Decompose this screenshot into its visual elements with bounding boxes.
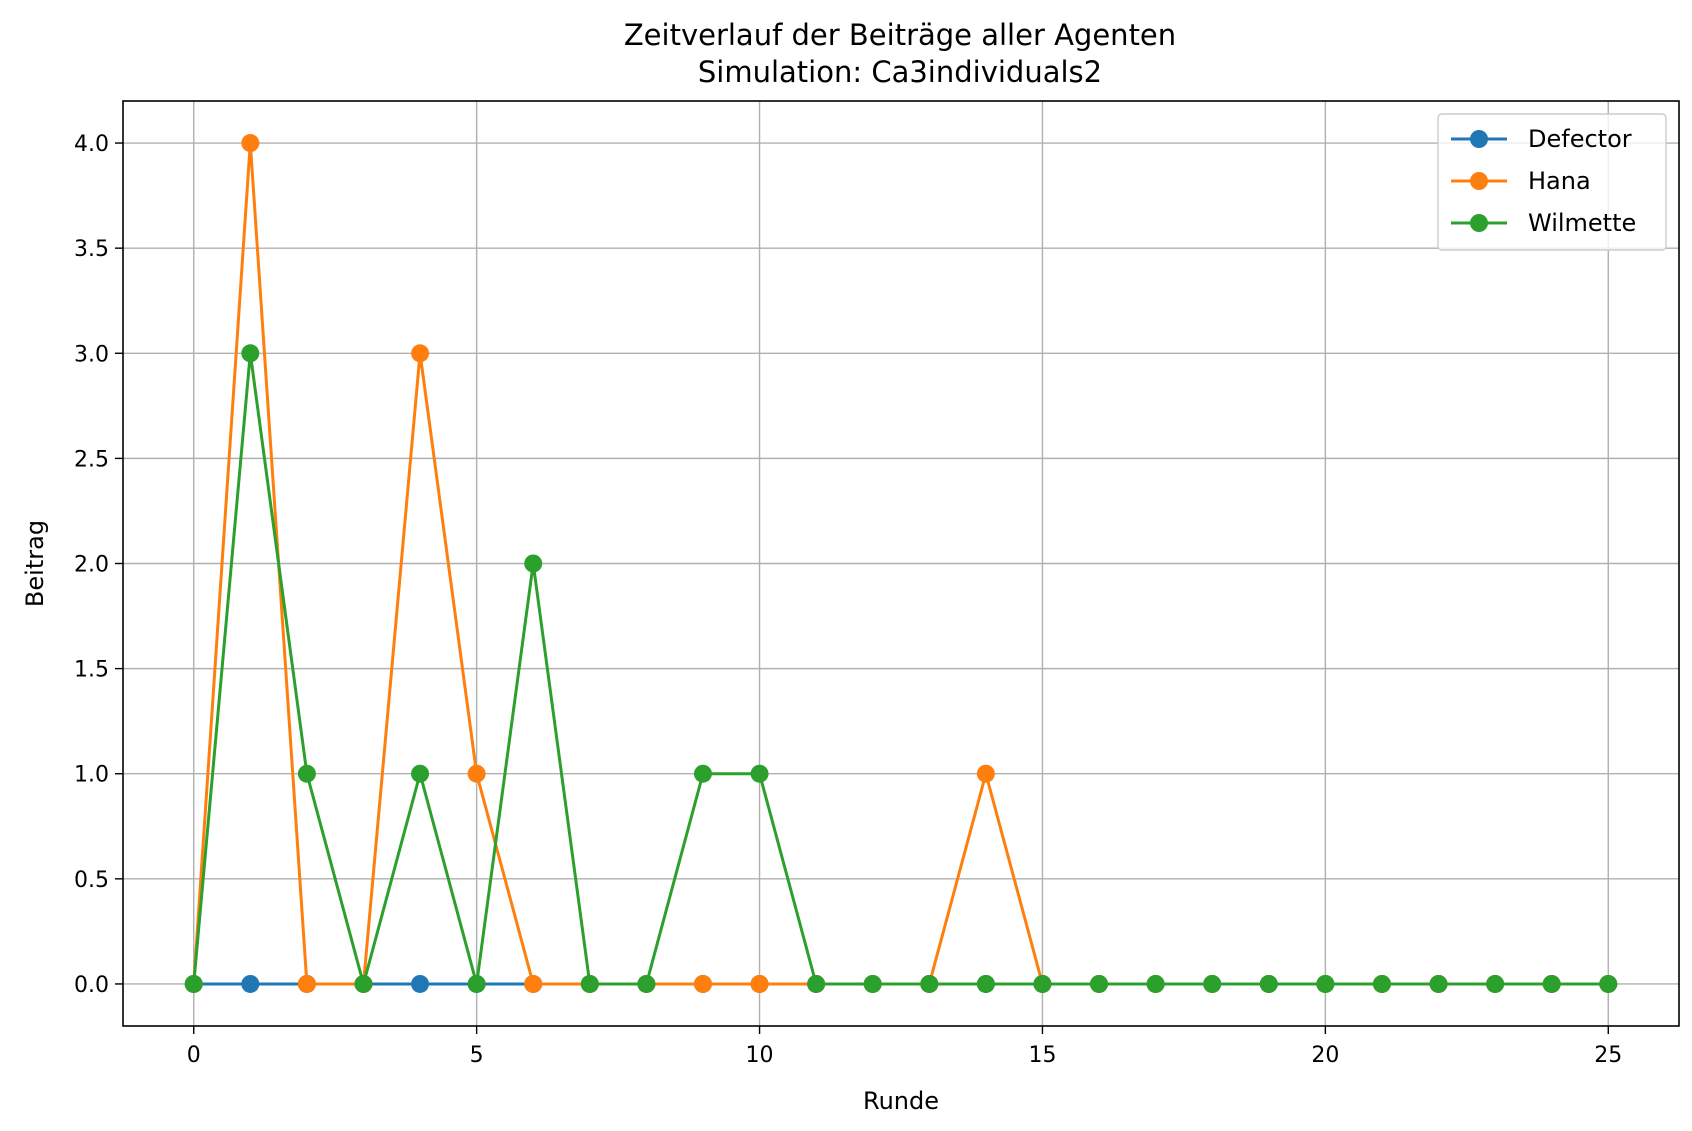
data-point-wilmette	[920, 974, 939, 993]
data-point-hana	[297, 974, 316, 993]
data-point-wilmette	[1203, 974, 1222, 993]
data-point-hana	[411, 344, 430, 363]
legend-label: Defector	[1528, 125, 1632, 153]
x-tick-label: 25	[1594, 1043, 1622, 1068]
series-wilmette	[184, 344, 1618, 993]
y-tick-label: 0.0	[74, 973, 109, 998]
data-point-wilmette	[750, 764, 769, 783]
data-point-hana	[976, 764, 995, 783]
y-tick-label: 4.0	[74, 132, 109, 157]
data-point-hana	[241, 134, 260, 153]
data-point-wilmette	[1316, 974, 1335, 993]
x-tick-label: 20	[1311, 1043, 1339, 1068]
y-tick-label: 0.5	[74, 868, 109, 893]
data-point-wilmette	[1372, 974, 1391, 993]
data-point-wilmette	[1146, 974, 1165, 993]
data-point-hana	[467, 764, 486, 783]
data-point-wilmette	[467, 974, 486, 993]
y-tick-label: 2.0	[74, 553, 109, 578]
data-point-wilmette	[976, 974, 995, 993]
y-axis: 0.0 0.5 1.0 1.5 2.0 2.5 3.0 3.5 4.0	[74, 132, 123, 998]
y-tick-label: 3.5	[74, 237, 109, 262]
data-point-wilmette	[637, 974, 656, 993]
data-point-wilmette	[297, 764, 316, 783]
x-axis-label: Runde	[863, 1087, 939, 1115]
legend-marker	[1470, 214, 1488, 232]
data-point-wilmette	[580, 974, 599, 993]
data-point-wilmette	[807, 974, 826, 993]
data-point-wilmette	[241, 344, 260, 363]
y-axis-label: Beitrag	[21, 520, 49, 607]
data-point-wilmette	[1090, 974, 1109, 993]
series-line-wilmette	[192, 351, 1609, 986]
y-tick-label: 1.0	[74, 763, 109, 788]
data-point-wilmette	[411, 764, 430, 783]
data-point-wilmette	[184, 974, 203, 993]
legend-label: Hana	[1528, 167, 1591, 195]
x-tick-label: 10	[746, 1043, 774, 1068]
data-point-wilmette	[354, 974, 373, 993]
y-tick-label: 1.5	[74, 658, 109, 683]
data-point-hana	[693, 974, 712, 993]
data-point-wilmette	[1429, 974, 1448, 993]
chart-title: Zeitverlauf der Beiträge aller Agenten	[624, 18, 1176, 52]
y-tick-label: 3.0	[74, 342, 109, 367]
data-point-wilmette	[1599, 974, 1618, 993]
data-point-defector	[411, 974, 430, 993]
y-tick-label: 2.5	[74, 447, 109, 472]
data-point-wilmette	[524, 554, 543, 573]
x-tick-label: 5	[470, 1043, 484, 1068]
legend-marker	[1470, 130, 1488, 148]
legend-marker	[1470, 172, 1488, 190]
data-point-wilmette	[1033, 974, 1052, 993]
chart-subtitle: Simulation: Ca3individuals2	[698, 55, 1102, 89]
legend-item-defector: Defector	[1451, 125, 1632, 153]
legend-label: Wilmette	[1528, 209, 1636, 237]
x-tick-label: 15	[1028, 1043, 1056, 1068]
data-point-hana	[750, 974, 769, 993]
legend-item-wilmette: Wilmette	[1451, 209, 1636, 237]
legend: Defector Hana Wilmette	[1437, 113, 1667, 251]
grid	[123, 101, 1679, 1026]
legend-frame	[1437, 113, 1667, 251]
series-layer	[184, 134, 1618, 993]
data-point-wilmette	[1259, 974, 1278, 993]
legend-item-hana: Hana	[1451, 167, 1591, 195]
data-point-wilmette	[1542, 974, 1561, 993]
data-point-wilmette	[863, 974, 882, 993]
data-point-wilmette	[693, 764, 712, 783]
data-point-wilmette	[1486, 974, 1505, 993]
data-point-hana	[524, 974, 543, 993]
x-tick-label: 0	[187, 1043, 201, 1068]
x-axis: 0 5 10 15 20 25	[187, 1026, 1622, 1068]
data-point-defector	[241, 974, 260, 993]
